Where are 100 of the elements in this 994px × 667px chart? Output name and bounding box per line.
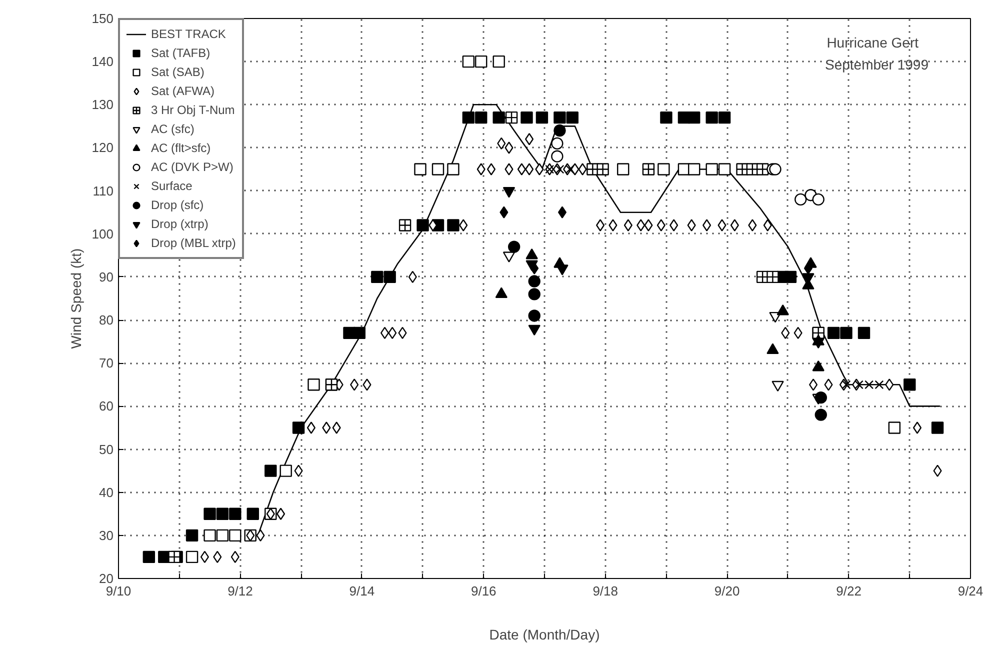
point xyxy=(142,550,156,564)
y-tick-label: 120 xyxy=(92,140,114,156)
point xyxy=(525,163,534,176)
y-tick-label: 40 xyxy=(99,484,114,500)
y-tick-label: 60 xyxy=(99,398,114,414)
point xyxy=(520,111,533,124)
x-tick-label: 9/20 xyxy=(714,584,740,598)
point xyxy=(186,529,198,542)
y-tick-label: 50 xyxy=(99,442,114,457)
point xyxy=(294,464,303,477)
point xyxy=(644,219,653,232)
point xyxy=(475,111,488,124)
point xyxy=(204,529,216,542)
point xyxy=(246,508,259,520)
point xyxy=(362,378,372,391)
legend-label: Sat (TAFB) xyxy=(151,45,210,61)
point xyxy=(809,378,818,391)
point xyxy=(596,163,609,176)
x-tick-label: 9/22 xyxy=(836,584,862,598)
point xyxy=(517,163,526,176)
point xyxy=(842,380,851,390)
point xyxy=(706,163,718,176)
y-tick-label: 30 xyxy=(99,528,114,543)
point xyxy=(824,378,833,391)
point xyxy=(462,111,475,124)
point xyxy=(658,163,670,176)
point xyxy=(554,124,566,137)
point xyxy=(384,270,396,284)
point xyxy=(505,111,518,124)
point xyxy=(292,422,305,434)
point xyxy=(814,391,827,404)
y-tick-label: 130 xyxy=(92,97,114,112)
point xyxy=(500,206,508,218)
point xyxy=(204,508,216,520)
point xyxy=(551,150,564,162)
legend-label: BEST TRACK xyxy=(151,26,226,42)
point xyxy=(216,529,229,542)
point xyxy=(168,550,180,564)
point xyxy=(660,111,672,124)
point xyxy=(718,111,731,124)
point xyxy=(566,111,578,124)
point xyxy=(229,508,242,520)
x-tick-label: 9/12 xyxy=(228,584,253,598)
point xyxy=(636,219,646,232)
point xyxy=(784,270,797,284)
point xyxy=(554,111,566,124)
point xyxy=(216,508,229,520)
point xyxy=(933,464,942,477)
point xyxy=(624,219,632,232)
y-tick-label: 140 xyxy=(92,54,114,70)
point xyxy=(536,111,548,124)
point xyxy=(827,326,840,340)
legend-label: AC (sfc) xyxy=(151,121,194,137)
point xyxy=(804,262,812,274)
point xyxy=(812,193,824,206)
point xyxy=(332,422,341,434)
text: Hurricane Gert xyxy=(826,34,919,50)
point xyxy=(769,163,782,176)
point xyxy=(508,240,520,253)
y-tick-label: 100 xyxy=(92,226,114,242)
point xyxy=(380,326,390,340)
y-tick-label: 150 xyxy=(92,11,114,26)
point xyxy=(322,422,331,434)
point xyxy=(670,219,678,232)
point xyxy=(702,219,712,232)
point xyxy=(280,464,292,477)
point xyxy=(447,163,460,176)
point xyxy=(414,163,426,176)
y-tick-label: 80 xyxy=(99,312,114,328)
x-tick-label: 9/10 xyxy=(106,584,132,598)
point xyxy=(763,219,772,232)
point xyxy=(486,163,496,176)
legend-label: Drop (xtrp) xyxy=(151,216,208,232)
y-tick-label: 90 xyxy=(99,269,114,284)
point xyxy=(617,163,630,176)
x-tick-label: 9/24 xyxy=(958,584,984,598)
point xyxy=(528,275,540,288)
point xyxy=(447,219,460,232)
point xyxy=(528,288,540,300)
point xyxy=(912,422,922,434)
point xyxy=(885,378,894,391)
point xyxy=(416,219,429,232)
legend-label: Sat (SAB) xyxy=(151,64,204,80)
x-tick-label: 9/18 xyxy=(592,584,618,598)
point xyxy=(353,326,366,340)
y-tick-label: 110 xyxy=(92,183,114,198)
point xyxy=(840,326,852,340)
point xyxy=(492,55,505,68)
point xyxy=(814,408,827,421)
y-tick-label: 70 xyxy=(99,356,114,371)
point xyxy=(528,310,540,322)
legend-label: Drop (MBL xtrp) xyxy=(151,235,236,251)
point xyxy=(642,163,655,176)
point xyxy=(718,219,726,232)
x-tick-label: 9/14 xyxy=(349,584,375,598)
point xyxy=(504,142,514,154)
point xyxy=(558,206,567,218)
point xyxy=(570,163,580,176)
point xyxy=(931,422,944,434)
point xyxy=(264,464,277,477)
